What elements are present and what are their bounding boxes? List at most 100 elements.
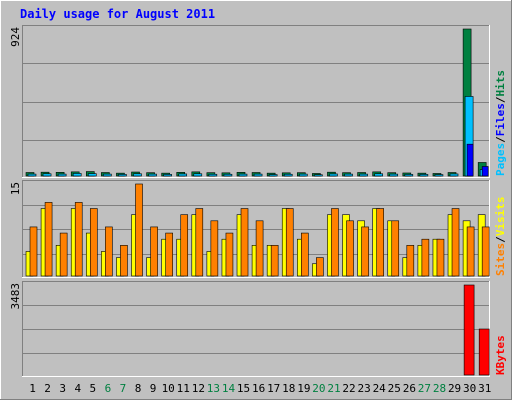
panel-hits-legend-item-0: Pages bbox=[494, 143, 507, 176]
bar-pages-day-14 bbox=[223, 173, 233, 177]
x-label-day-13: 13 bbox=[207, 382, 220, 395]
bar-sites-day-22 bbox=[346, 220, 354, 277]
x-axis-labels: 1 2 3 4 5 6 7 8 9 10 11 12 13 14 15 16 17 18 19 20 21 22 23 24 2… bbox=[29, 382, 491, 395]
bar-pages-day-2 bbox=[42, 173, 52, 177]
bar-pages-day-15 bbox=[238, 173, 248, 177]
bar-pages-day-7 bbox=[118, 174, 127, 177]
panel-visits-legend-item-0: Sites bbox=[494, 243, 507, 276]
x-label-day-25: 25 bbox=[388, 382, 401, 395]
x-label-day-7: 7 bbox=[120, 382, 127, 395]
x-label-day-20: 20 bbox=[312, 382, 325, 395]
chart-panels: 924Pages/Files/Hits15Sites/Visits3483KBy… bbox=[9, 25, 507, 377]
bar-sites-day-29 bbox=[451, 208, 460, 277]
x-label-day-18: 18 bbox=[282, 382, 295, 395]
x-label-day-27: 27 bbox=[418, 382, 431, 395]
bar-pages-day-13 bbox=[208, 173, 218, 177]
bar-pages-day-25 bbox=[389, 173, 399, 177]
panel-hits-legend-item-3: / bbox=[494, 96, 507, 103]
bar-pages-day-28 bbox=[434, 174, 444, 177]
x-label-day-14: 14 bbox=[222, 382, 236, 395]
bar-sites-day-31 bbox=[481, 226, 490, 277]
bar-sites-day-30 bbox=[466, 226, 475, 277]
x-label-day-11: 11 bbox=[177, 382, 190, 395]
panel-visits-legend-item-2: Visits bbox=[494, 197, 507, 237]
bar-pages-day-22 bbox=[344, 173, 353, 177]
bar-pages-day-16 bbox=[253, 173, 263, 177]
bar-sites-day-23 bbox=[361, 226, 369, 277]
x-label-day-3: 3 bbox=[59, 382, 66, 395]
bar-sites-day-6 bbox=[105, 226, 113, 277]
x-label-day-17: 17 bbox=[267, 382, 280, 395]
x-label-day-28: 28 bbox=[433, 382, 446, 395]
bar-sites-day-15 bbox=[240, 208, 249, 277]
chart-title: Daily usage for August 2011 bbox=[20, 7, 215, 21]
x-label-day-19: 19 bbox=[297, 382, 310, 395]
bar-pages-day-6 bbox=[103, 173, 112, 177]
bar-sites-day-2 bbox=[44, 202, 53, 277]
x-label-day-24: 24 bbox=[373, 382, 387, 395]
bar-sites-day-13 bbox=[210, 220, 219, 277]
bar-sites-day-5 bbox=[89, 208, 98, 277]
panel-visits: 15 Sites/Visits bbox=[9, 180, 507, 278]
bar-sites-day-10 bbox=[165, 232, 173, 277]
panel-kbytes-ymax-label: 3483 bbox=[9, 283, 22, 310]
panel-kbytes: 3483 KBytes bbox=[9, 281, 507, 377]
bar-sites-day-25 bbox=[391, 220, 400, 277]
bar-pages-day-17 bbox=[268, 174, 278, 177]
x-label-day-22: 22 bbox=[342, 382, 355, 395]
bar-pages-day-3 bbox=[57, 173, 67, 177]
bar-pages-day-5 bbox=[87, 173, 97, 177]
panel-kbytes-legend: KBytes bbox=[494, 335, 507, 375]
x-label-day-4: 4 bbox=[74, 382, 81, 395]
bar-kbytes-day-31 bbox=[478, 328, 490, 376]
x-label-day-9: 9 bbox=[150, 382, 157, 395]
panel-kbytes-legend-item-0: KBytes bbox=[494, 335, 507, 375]
bar-pages-day-12 bbox=[193, 173, 203, 177]
x-label-day-29: 29 bbox=[448, 382, 461, 395]
bar-sites-day-14 bbox=[225, 232, 234, 277]
x-label-day-1: 1 bbox=[29, 382, 36, 395]
panel-hits-legend-item-1: / bbox=[494, 136, 507, 143]
bar-sites-day-21 bbox=[331, 208, 339, 277]
x-label-day-30: 30 bbox=[463, 382, 476, 395]
bar-pages-day-27 bbox=[419, 174, 429, 177]
x-label-day-6: 6 bbox=[105, 382, 112, 395]
bar-pages-day-18 bbox=[283, 173, 293, 177]
bar-pages-day-21 bbox=[329, 173, 338, 177]
panel-hits-legend-item-2: Files bbox=[494, 103, 507, 136]
bar-files-day-31 bbox=[481, 166, 489, 177]
x-label-day-15: 15 bbox=[237, 382, 250, 395]
panel-visits-legend-item-1: / bbox=[494, 236, 507, 243]
bar-pages-day-23 bbox=[359, 173, 368, 177]
bar-sites-day-17 bbox=[270, 245, 279, 277]
bar-pages-day-20 bbox=[314, 174, 323, 177]
bar-pages-day-19 bbox=[299, 173, 308, 177]
bar-sites-day-12 bbox=[195, 208, 204, 277]
bar-pages-day-4 bbox=[72, 173, 82, 177]
x-label-day-2: 2 bbox=[44, 382, 51, 395]
x-label-day-23: 23 bbox=[358, 382, 371, 395]
bar-sites-day-16 bbox=[255, 220, 264, 277]
bar-pages-day-29 bbox=[449, 173, 459, 177]
bar-sites-day-20 bbox=[316, 257, 324, 277]
x-label-day-21: 21 bbox=[327, 382, 340, 395]
panel-visits-ymax-label: 15 bbox=[9, 182, 22, 195]
x-label-day-8: 8 bbox=[135, 382, 142, 395]
bar-sites-day-19 bbox=[301, 232, 309, 277]
panel-visits-legend: Sites/Visits bbox=[494, 197, 507, 277]
bar-sites-day-26 bbox=[406, 245, 415, 277]
bar-pages-day-11 bbox=[178, 173, 188, 177]
x-label-day-10: 10 bbox=[162, 382, 175, 395]
bar-sites-day-9 bbox=[150, 226, 158, 277]
bar-sites-day-11 bbox=[180, 214, 189, 277]
bar-sites-day-4 bbox=[74, 202, 83, 277]
bar-sites-day-24 bbox=[376, 208, 384, 277]
bar-pages-day-26 bbox=[404, 174, 414, 177]
bar-sites-day-7 bbox=[120, 245, 128, 277]
bar-sites-day-28 bbox=[436, 238, 445, 277]
bar-pages-day-24 bbox=[374, 173, 383, 177]
bar-pages-day-8 bbox=[133, 173, 142, 177]
